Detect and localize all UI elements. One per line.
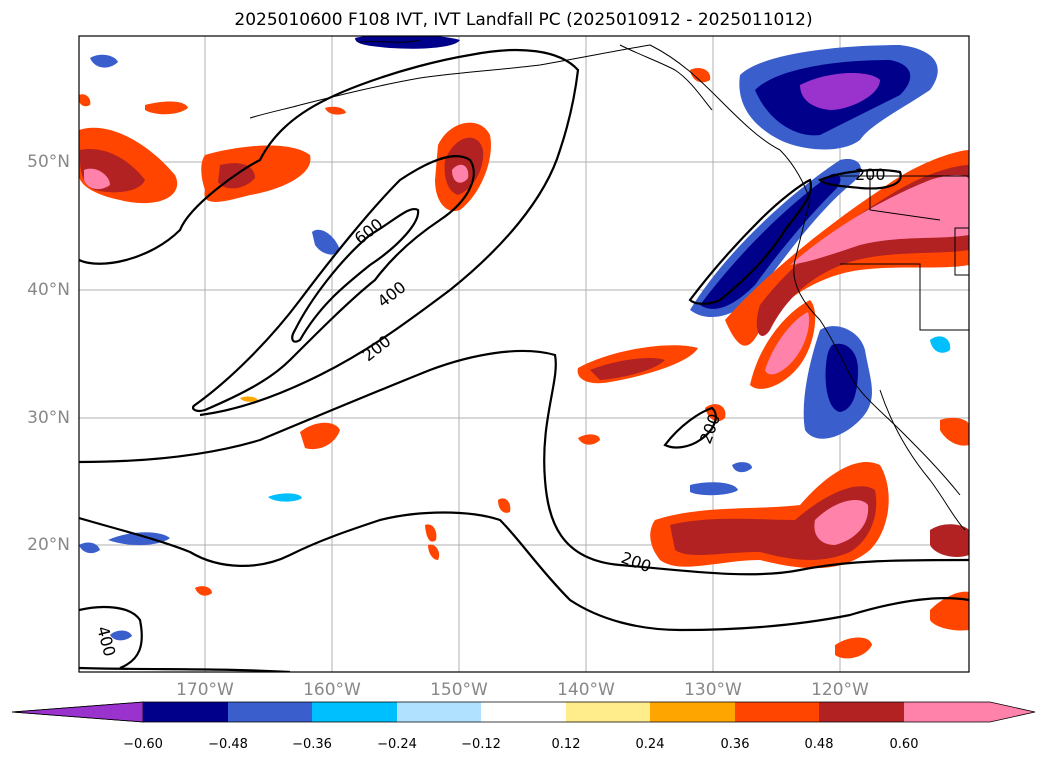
colorbar [11,701,1036,723]
colorbar-bin [735,702,819,722]
colorbar-bin [566,702,650,722]
lat-label: 40°N [27,280,70,300]
lon-label: 130°W [684,680,742,700]
lon-label: 120°W [811,680,869,700]
positive-pc-regions [79,68,969,659]
map-content [79,36,969,672]
lon-label: 150°W [430,680,488,700]
lon-label: 160°W [303,680,361,700]
colorbar-tick: −0.12 [461,737,501,752]
lat-label: 50°N [27,152,70,172]
colorbar-bin [481,702,566,722]
colorbar-tick: 0.60 [889,737,919,752]
contour-label: 200 [855,165,886,184]
colorbar-tick: 0.12 [551,737,581,752]
colorbar-min-arrow [11,701,144,723]
colorbar-tick: −0.36 [292,737,332,752]
lon-label: 140°W [557,680,615,700]
lat-label: 20°N [27,535,70,555]
colorbar-tick: 0.24 [635,737,665,752]
colorbar-tick: −0.24 [377,737,417,752]
lat-label: 30°N [27,408,70,428]
map-title: 2025010600 F108 IVT, IVT Landfall PC (20… [234,10,813,30]
colorbar-tick: −0.60 [123,737,163,752]
colorbar-bin [312,702,397,722]
colorbar-bin [143,702,228,722]
colorbar-bin [650,702,735,722]
negative-pc-regions [79,36,951,641]
colorbar-bin [228,702,312,722]
colorbar-tick: 0.36 [720,737,750,752]
map-frame [78,35,970,673]
colorbar-tick: 0.48 [804,737,834,752]
colorbar-bin [397,702,481,722]
colorbar-tick: −0.48 [208,737,248,752]
ivt-contours [79,48,969,672]
lon-label: 170°W [176,680,234,700]
colorbar-max-arrow [904,702,1035,722]
coastlines [249,39,969,531]
colorbar-bin [819,702,904,722]
